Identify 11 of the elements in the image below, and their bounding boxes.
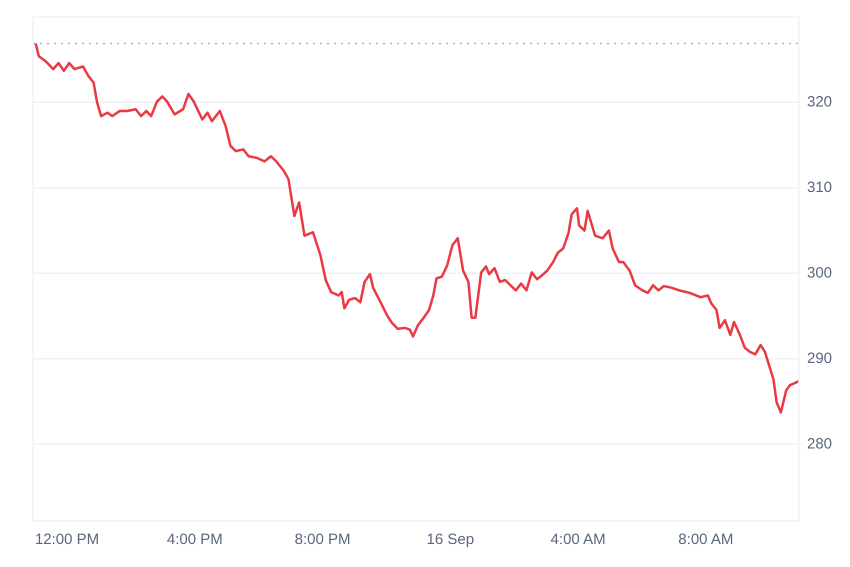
x-tick-label: 12:00 PM xyxy=(34,531,100,548)
x-tick-label: 4:00 AM xyxy=(550,531,606,548)
y-tick-label: 290 xyxy=(806,350,832,367)
y-tick-label: 320 xyxy=(806,94,832,111)
x-tick-label: 4:00 PM xyxy=(166,531,223,548)
y-tick-label: 280 xyxy=(806,435,832,452)
y-tick-label: 300 xyxy=(806,264,832,282)
y-tick-label: 310 xyxy=(806,178,832,196)
x-tick-label: 16 Sep xyxy=(426,531,474,548)
x-tick-label: 8:00 PM xyxy=(294,531,351,548)
x-tick-label: 8:00 AM xyxy=(678,531,734,548)
